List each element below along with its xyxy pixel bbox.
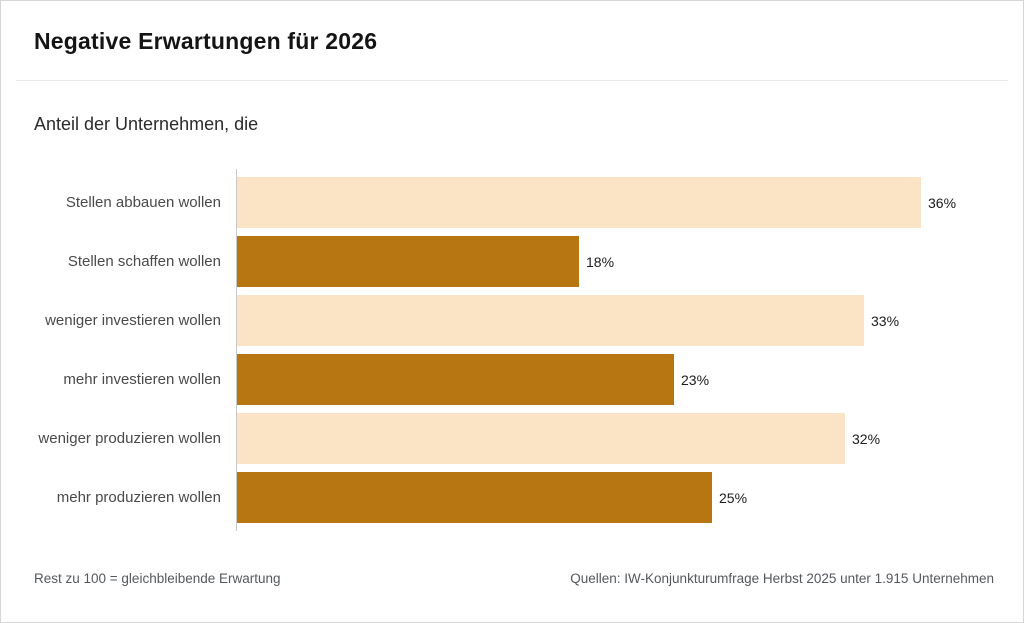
value-label: 32% <box>852 430 881 447</box>
category-label: Stellen abbauen wollen <box>65 194 221 211</box>
bar-row: mehr produzieren wollen 25% <box>1 472 1023 523</box>
bar <box>237 236 579 287</box>
category-label: Stellen schaffen wollen <box>67 253 221 270</box>
bar-row: Stellen abbauen wollen 36% <box>1 177 1023 228</box>
value-label: 25% <box>719 489 748 506</box>
bar-area: 18% <box>237 236 1023 287</box>
bar <box>237 472 712 523</box>
chart-subtitle: Anteil der Unternehmen, die <box>34 114 259 134</box>
category-label: weniger investieren wollen <box>45 312 221 329</box>
bar-area: 32% <box>237 413 1023 464</box>
chart-footer: Rest zu 100 = gleichbleibende Erwartung … <box>34 571 994 586</box>
bar-chart: Stellen abbauen wollen 36% Stellen schaf… <box>1 169 1023 531</box>
bar-row: weniger investieren wollen 33% <box>1 295 1023 346</box>
value-label: 33% <box>871 312 900 329</box>
bar-row: mehr investieren wollen 23% <box>1 354 1023 405</box>
category-label: mehr investieren wollen <box>63 371 221 388</box>
bar-area: 36% <box>237 177 1023 228</box>
bar-area: 25% <box>237 472 1023 523</box>
bar-area: 33% <box>237 295 1023 346</box>
bar-row: Stellen schaffen wollen 18% <box>1 236 1023 287</box>
value-label: 23% <box>681 371 710 388</box>
value-label: 18% <box>586 253 615 270</box>
source-note: Quellen: IW-Konjunkturumfrage Herbst 202… <box>570 571 994 586</box>
category-label: mehr produzieren wollen <box>56 489 221 506</box>
bar <box>237 354 674 405</box>
footnote: Rest zu 100 = gleichbleibende Erwartung <box>34 571 281 586</box>
bar <box>237 413 845 464</box>
bar <box>237 177 921 228</box>
divider <box>16 80 1008 81</box>
category-label: weniger produzieren wollen <box>38 430 221 447</box>
bar-row: weniger produzieren wollen 32% <box>1 413 1023 464</box>
value-label: 36% <box>928 194 957 211</box>
y-axis-line <box>236 169 237 531</box>
bar <box>237 295 864 346</box>
bar-area: 23% <box>237 354 1023 405</box>
page-title: Negative Erwartungen für 2026 <box>34 28 378 54</box>
